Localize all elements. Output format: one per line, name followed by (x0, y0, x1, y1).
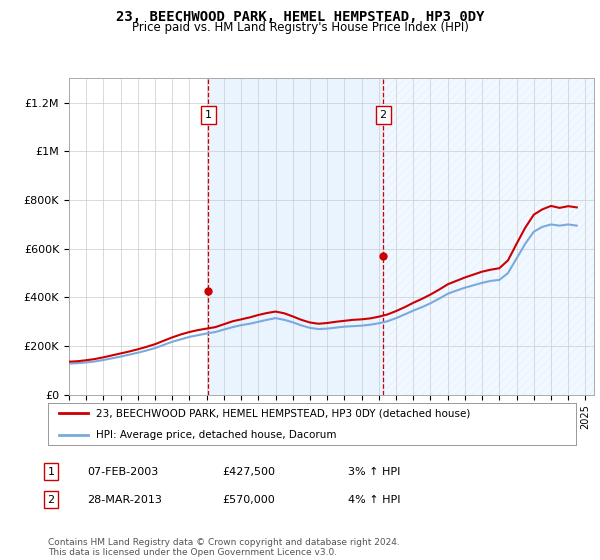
Text: 1: 1 (205, 110, 212, 120)
Text: £427,500: £427,500 (222, 466, 275, 477)
Text: 07-FEB-2003: 07-FEB-2003 (87, 466, 158, 477)
Text: 3% ↑ HPI: 3% ↑ HPI (348, 466, 400, 477)
Text: 2: 2 (47, 494, 55, 505)
Text: £570,000: £570,000 (222, 494, 275, 505)
Text: 28-MAR-2013: 28-MAR-2013 (87, 494, 162, 505)
Text: 23, BEECHWOOD PARK, HEMEL HEMPSTEAD, HP3 0DY: 23, BEECHWOOD PARK, HEMEL HEMPSTEAD, HP3… (116, 10, 484, 24)
Text: 2: 2 (380, 110, 387, 120)
Bar (383, 78, 594, 395)
Bar (208, 78, 383, 395)
Text: Price paid vs. HM Land Registry's House Price Index (HPI): Price paid vs. HM Land Registry's House … (131, 21, 469, 34)
Text: 4% ↑ HPI: 4% ↑ HPI (348, 494, 401, 505)
Text: HPI: Average price, detached house, Dacorum: HPI: Average price, detached house, Daco… (95, 430, 336, 440)
Text: 23, BEECHWOOD PARK, HEMEL HEMPSTEAD, HP3 0DY (detached house): 23, BEECHWOOD PARK, HEMEL HEMPSTEAD, HP3… (95, 408, 470, 418)
Text: 1: 1 (47, 466, 55, 477)
Text: Contains HM Land Registry data © Crown copyright and database right 2024.
This d: Contains HM Land Registry data © Crown c… (48, 538, 400, 557)
